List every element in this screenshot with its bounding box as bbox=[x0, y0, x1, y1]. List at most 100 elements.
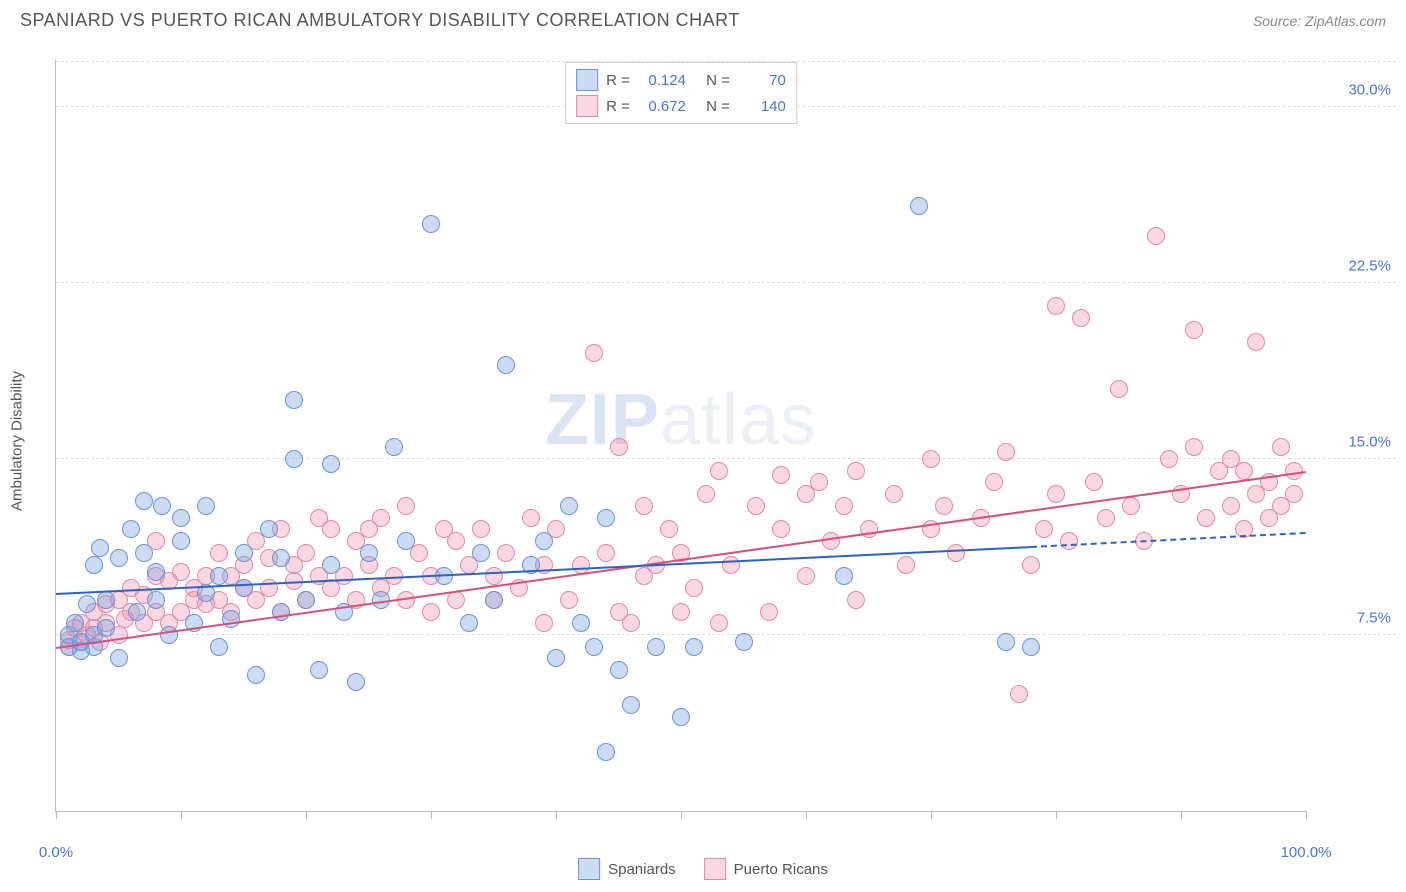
chart-area: Ambulatory Disability ZIPatlas R = 0.124… bbox=[45, 40, 1396, 842]
data-point bbox=[585, 638, 603, 656]
data-point bbox=[597, 743, 615, 761]
data-point bbox=[847, 591, 865, 609]
data-point bbox=[1110, 380, 1128, 398]
data-point bbox=[247, 666, 265, 684]
x-tick-label: 100.0% bbox=[1281, 844, 1332, 861]
y-axis-label: Ambulatory Disability bbox=[9, 371, 26, 511]
data-point bbox=[1160, 450, 1178, 468]
data-point bbox=[97, 591, 115, 609]
data-point bbox=[472, 544, 490, 562]
data-point bbox=[97, 619, 115, 637]
data-point bbox=[497, 544, 515, 562]
data-point bbox=[122, 520, 140, 538]
data-point bbox=[835, 497, 853, 515]
grid-line bbox=[56, 282, 1396, 283]
data-point bbox=[210, 567, 228, 585]
data-point bbox=[747, 497, 765, 515]
data-point bbox=[1247, 333, 1265, 351]
data-point bbox=[210, 544, 228, 562]
y-tick-label: 15.0% bbox=[1321, 433, 1391, 450]
data-point bbox=[110, 649, 128, 667]
swatch-puerto-ricans bbox=[576, 95, 598, 117]
data-point bbox=[485, 591, 503, 609]
legend-n-label: N = bbox=[706, 98, 730, 115]
data-point bbox=[210, 638, 228, 656]
legend-item-spaniards: Spaniards bbox=[578, 858, 676, 880]
data-point bbox=[78, 595, 96, 613]
data-point bbox=[610, 438, 628, 456]
legend-correlation: R = 0.124 N = 70 R = 0.672 N = 140 bbox=[565, 62, 797, 124]
data-point bbox=[760, 603, 778, 621]
chart-source: Source: ZipAtlas.com bbox=[1253, 13, 1386, 29]
data-point bbox=[560, 497, 578, 515]
data-point bbox=[360, 544, 378, 562]
data-point bbox=[535, 532, 553, 550]
data-point bbox=[697, 485, 715, 503]
data-point bbox=[847, 462, 865, 480]
data-point bbox=[885, 485, 903, 503]
data-point bbox=[1235, 462, 1253, 480]
data-point bbox=[422, 603, 440, 621]
data-point bbox=[297, 591, 315, 609]
data-point bbox=[560, 591, 578, 609]
data-point bbox=[622, 696, 640, 714]
data-point bbox=[622, 614, 640, 632]
x-tick bbox=[681, 811, 682, 819]
data-point bbox=[1185, 321, 1203, 339]
data-point bbox=[647, 638, 665, 656]
data-point bbox=[397, 532, 415, 550]
data-point bbox=[797, 567, 815, 585]
x-tick bbox=[931, 811, 932, 819]
source-label: Source: bbox=[1253, 13, 1305, 29]
data-point bbox=[85, 556, 103, 574]
data-point bbox=[322, 556, 340, 574]
data-point bbox=[935, 497, 953, 515]
data-point bbox=[772, 466, 790, 484]
data-point bbox=[135, 544, 153, 562]
data-point bbox=[128, 603, 146, 621]
data-point bbox=[1197, 509, 1215, 527]
data-point bbox=[260, 520, 278, 538]
chart-title: SPANIARD VS PUERTO RICAN AMBULATORY DISA… bbox=[20, 10, 740, 31]
x-tick bbox=[1181, 811, 1182, 819]
legend-r-value-1: 0.672 bbox=[638, 98, 686, 115]
x-tick bbox=[806, 811, 807, 819]
data-point bbox=[597, 544, 615, 562]
source-name: ZipAtlas.com bbox=[1305, 13, 1386, 29]
data-point bbox=[347, 673, 365, 691]
x-tick bbox=[1306, 811, 1307, 819]
data-point bbox=[810, 473, 828, 491]
legend-r-label: R = bbox=[606, 72, 630, 89]
legend-n-value-0: 70 bbox=[738, 72, 786, 89]
data-point bbox=[110, 549, 128, 567]
data-point bbox=[635, 497, 653, 515]
x-tick bbox=[306, 811, 307, 819]
data-point bbox=[147, 591, 165, 609]
data-point bbox=[497, 356, 515, 374]
legend-r-value-0: 0.124 bbox=[638, 72, 686, 89]
data-point bbox=[1272, 438, 1290, 456]
data-point bbox=[547, 649, 565, 667]
x-tick bbox=[1056, 811, 1057, 819]
data-point bbox=[772, 520, 790, 538]
data-point bbox=[672, 708, 690, 726]
data-point bbox=[91, 539, 109, 557]
data-point bbox=[522, 509, 540, 527]
data-point bbox=[472, 520, 490, 538]
data-point bbox=[1185, 438, 1203, 456]
y-tick-label: 7.5% bbox=[1321, 609, 1391, 626]
y-tick-label: 30.0% bbox=[1321, 81, 1391, 98]
data-point bbox=[285, 450, 303, 468]
data-point bbox=[1072, 309, 1090, 327]
data-point bbox=[835, 567, 853, 585]
plot-area: ZIPatlas R = 0.124 N = 70 R = 0.672 N = … bbox=[55, 60, 1306, 812]
data-point bbox=[447, 532, 465, 550]
data-point bbox=[822, 532, 840, 550]
data-point bbox=[66, 614, 84, 632]
data-point bbox=[172, 563, 190, 581]
data-point bbox=[297, 544, 315, 562]
data-point bbox=[997, 633, 1015, 651]
data-point bbox=[1097, 509, 1115, 527]
data-point bbox=[572, 556, 590, 574]
swatch-spaniards bbox=[578, 858, 600, 880]
